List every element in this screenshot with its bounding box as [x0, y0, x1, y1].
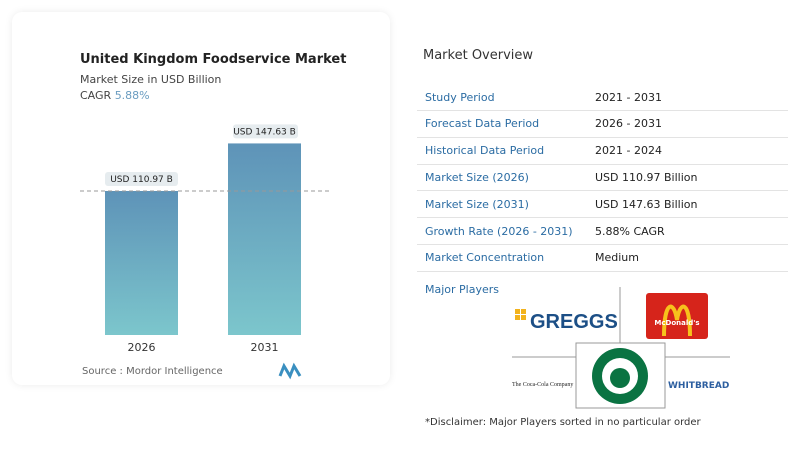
major-players-label: Major Players [425, 283, 499, 296]
row-label: Growth Rate (2026 - 2031) [425, 224, 573, 238]
data-label: USD 147.63 B [233, 127, 296, 137]
bar-chart: USD 110.97 B 2026 USD 147.63 B 2031 [80, 124, 330, 354]
row-value: 5.88% CAGR [595, 224, 665, 238]
row-value: 2021 - 2024 [595, 144, 662, 158]
overview-row: Historical Data Period 2021 - 2024 [417, 138, 788, 165]
source: Source : Mordor Intelligence [82, 366, 223, 377]
svg-text:McDonald's: McDonald's [654, 319, 699, 327]
row-value: Medium [595, 251, 639, 265]
row-label: Market Size (2031) [425, 197, 529, 211]
starbucks-logo [592, 348, 648, 404]
data-label-bg [105, 172, 178, 186]
row-label: Forecast Data Period [425, 117, 540, 131]
bar-2031 [228, 143, 301, 335]
data-label: USD 110.97 B [110, 175, 173, 185]
svg-text:GREGGS: GREGGS [530, 311, 618, 333]
row-label: Study Period [425, 90, 495, 104]
bar-2026 [105, 191, 178, 335]
data-label-bg [233, 124, 298, 139]
row-value: USD 110.97 Billion [595, 170, 698, 184]
mcdonalds-logo: McDonald's [646, 293, 708, 339]
greggs-logo: GREGGS [515, 309, 618, 333]
row-value: 2026 - 2031 [595, 117, 662, 131]
row-label: Historical Data Period [425, 144, 545, 158]
disclaimer: *Disclaimer: Major Players sorted in no … [425, 417, 701, 428]
overview-row: Market Concentration Medium [417, 245, 788, 272]
coca-cola-logo: The Coca-Cola Company [512, 382, 573, 388]
overview-row: Growth Rate (2026 - 2031) 5.88% CAGR [417, 218, 788, 245]
overview-row: Market Size (2031) USD 147.63 Billion [417, 191, 788, 219]
x-tick-label: 2026 [128, 341, 156, 354]
chart-subtitle: Market Size in USD Billion [80, 73, 222, 86]
overview-row: Study Period 2021 - 2031 [417, 84, 788, 111]
overview-title: Market Overview [423, 48, 534, 63]
whitbread-logo: WHITBREAD [668, 381, 729, 391]
cagr-value: 5.88% [114, 89, 150, 102]
cagr: CAGR 5.88% [80, 89, 150, 102]
overview-row: Forecast Data Period 2026 - 2031 [417, 111, 788, 138]
chart-card [12, 12, 390, 385]
row-value: USD 147.63 Billion [595, 197, 698, 211]
cagr-label: CAGR [80, 89, 112, 102]
row-value: 2021 - 2031 [595, 90, 662, 104]
chart-title: United Kingdom Foodservice Market [80, 52, 347, 67]
row-label: Market Size (2026) [425, 170, 529, 184]
row-label: Market Concentration [425, 251, 545, 265]
overview-row: Market Size (2026) USD 110.97 Billion [417, 164, 788, 192]
x-tick-label: 2031 [251, 341, 279, 354]
